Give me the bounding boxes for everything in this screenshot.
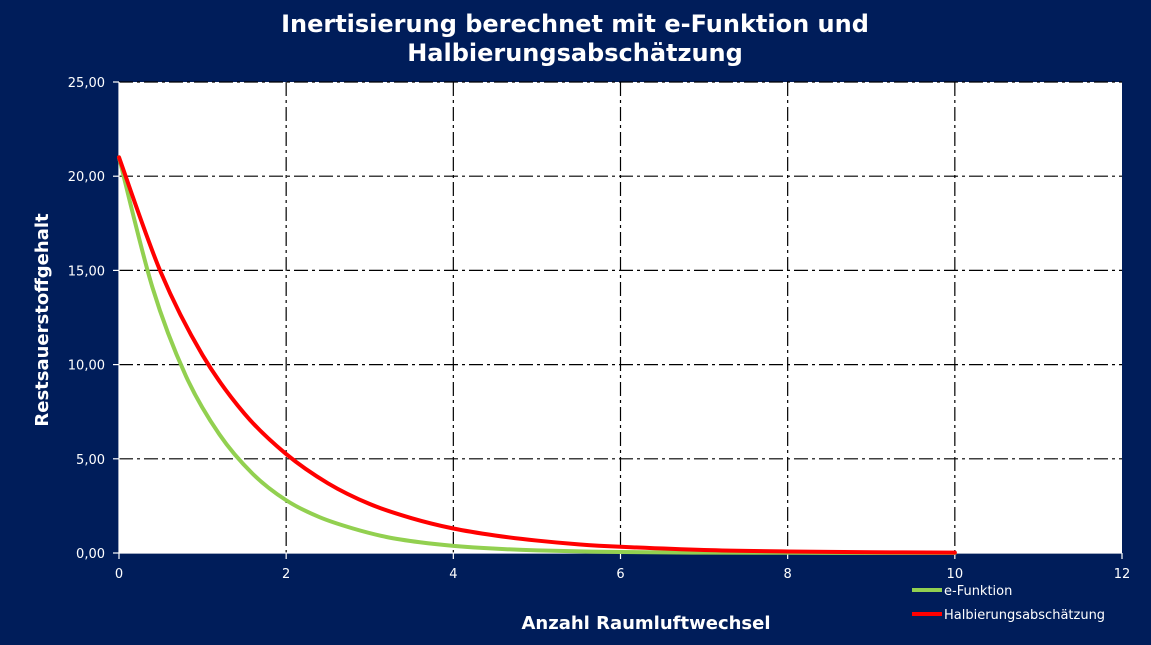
grid xyxy=(119,81,1122,553)
y-axis-title: Restsauerstoffgehalt xyxy=(32,213,53,427)
chart-title-line-1: Inertisierung berechnet mit e-Funktion u… xyxy=(281,10,869,38)
series-line-halbierungsabsch-tzung xyxy=(117,155,957,555)
tick-labels: 0,00 5,00 10,00 15,00 20,00 25,00 0 2 4 6 8 10 12 xyxy=(68,76,1130,582)
x-tick-label: 8 xyxy=(784,567,792,582)
x-tick-label: 6 xyxy=(616,567,624,582)
y-tick-label: 5,00 xyxy=(76,453,105,468)
y-tick-label: 0,00 xyxy=(76,547,105,562)
x-tick-label: 4 xyxy=(449,567,457,582)
chart-title-line-2: Halbierungsabschätzung xyxy=(407,39,743,67)
legend: e-Funktion Halbierungsabschätzung xyxy=(912,584,1105,623)
series-lines xyxy=(117,155,957,556)
y-tick-label: 15,00 xyxy=(68,264,105,279)
x-tick-label: 12 xyxy=(1114,567,1131,582)
x-tick-label: 0 xyxy=(115,567,123,582)
y-tick-label: 25,00 xyxy=(68,76,105,91)
x-tick-label: 10 xyxy=(947,567,964,582)
x-axis-title: Anzahl Raumluftwechsel xyxy=(521,613,770,634)
legend-label-e-funktion: e-Funktion xyxy=(944,584,1012,599)
legend-label-halbierungsabschaetzung: Halbierungsabschätzung xyxy=(944,608,1105,623)
y-tick-label: 20,00 xyxy=(68,170,105,185)
y-tick-label: 10,00 xyxy=(68,359,105,374)
x-tick-label: 2 xyxy=(282,567,290,582)
series-line-e-funktion xyxy=(117,155,957,556)
